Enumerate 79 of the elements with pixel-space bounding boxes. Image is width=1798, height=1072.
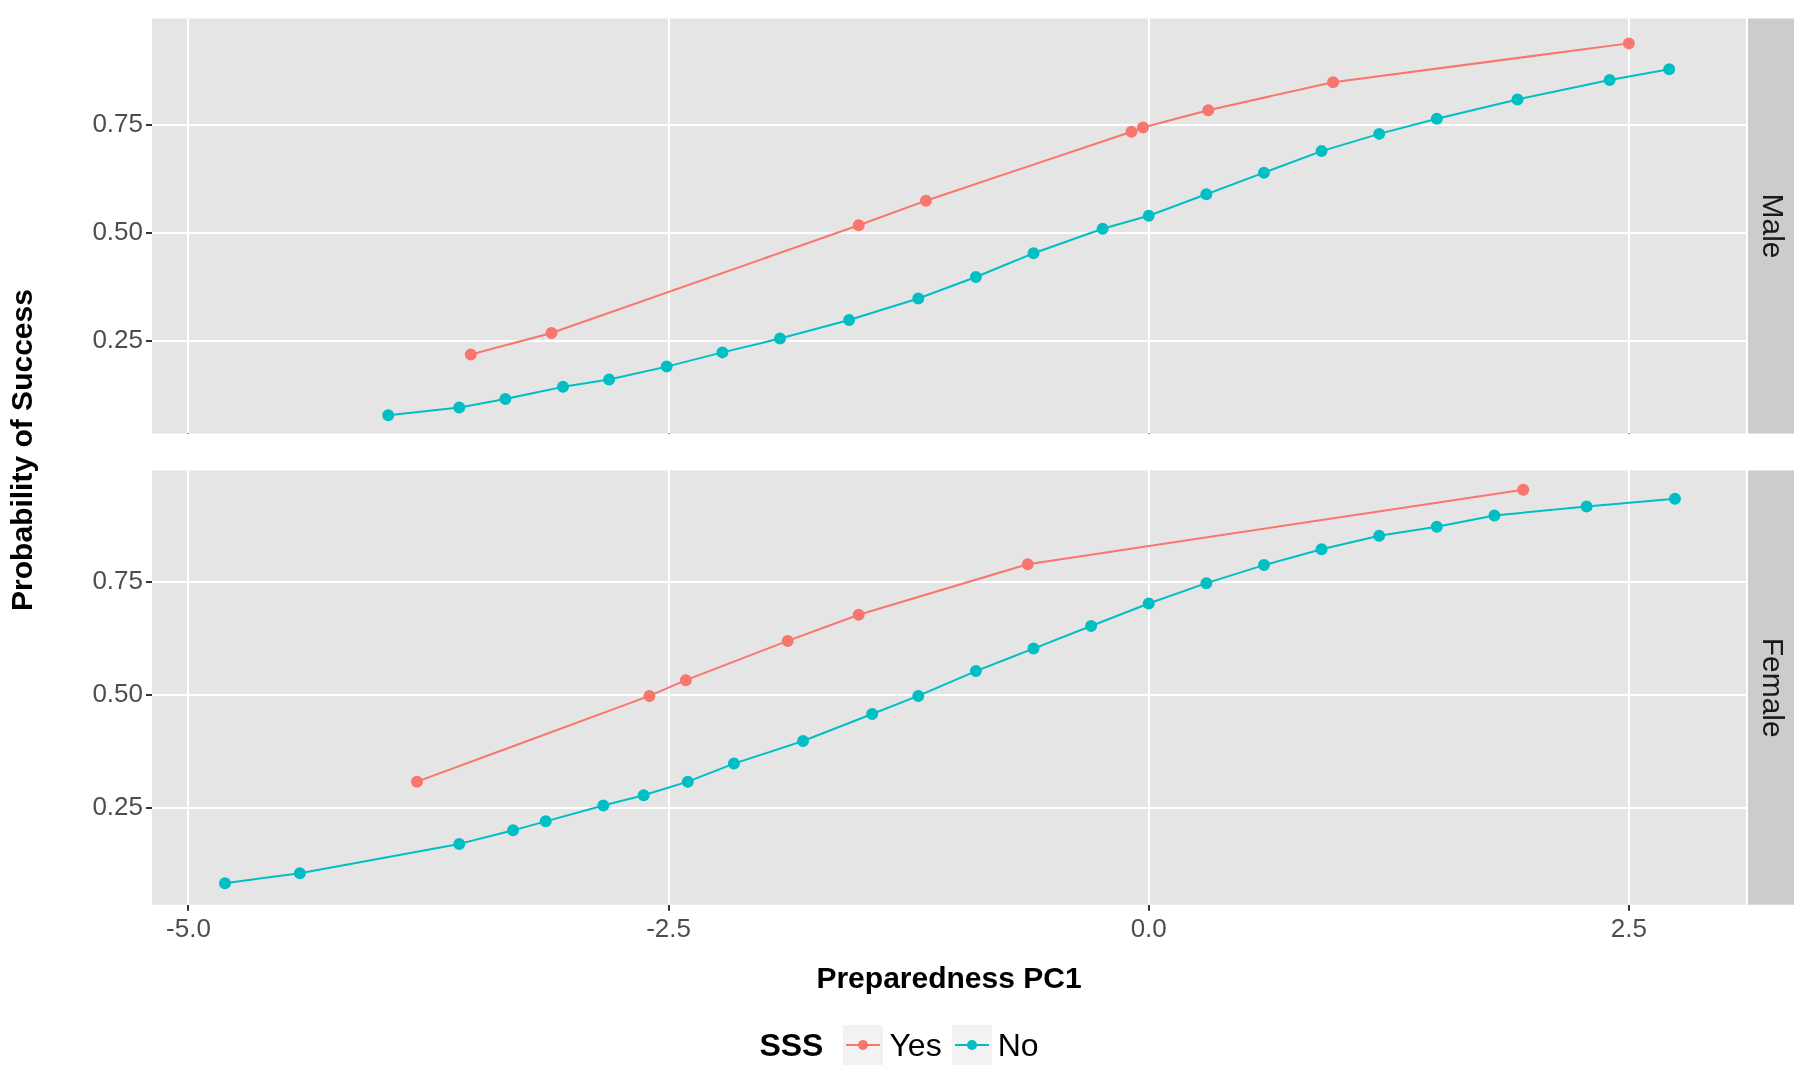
y-axis-title: Probability of Success: [5, 289, 39, 611]
point: [1511, 93, 1524, 106]
point: [453, 837, 466, 850]
legend-label: No: [997, 1026, 1039, 1064]
point: [912, 689, 925, 702]
x-tick-label: 0.0: [1130, 912, 1167, 943]
point: [1315, 543, 1328, 556]
point: [464, 348, 477, 361]
point: [774, 332, 786, 345]
point: [797, 735, 810, 748]
x-tick-label: 2.5: [1610, 912, 1647, 943]
point: [1373, 529, 1386, 542]
point: [218, 877, 231, 890]
point: [1085, 620, 1098, 633]
y-tick-label: 0.50: [92, 216, 143, 247]
point: [603, 373, 616, 386]
point: [866, 707, 879, 720]
point: [637, 789, 650, 802]
x-tick-label: -2.5: [646, 912, 692, 943]
point: [1327, 76, 1340, 89]
point: [1142, 209, 1155, 222]
y-tick-label: 0.25: [92, 790, 143, 821]
legend-title: SSS: [759, 1026, 824, 1064]
point: [1200, 577, 1213, 590]
point: [453, 401, 466, 414]
text: Male: [1756, 193, 1790, 259]
point: [716, 346, 729, 359]
point: [1517, 483, 1530, 496]
point: [545, 326, 558, 339]
point: [1430, 112, 1443, 125]
point: [843, 314, 856, 327]
y-tick-label: 0.75: [92, 565, 143, 596]
point: [539, 815, 552, 828]
point: [1668, 492, 1681, 505]
point: [1622, 37, 1635, 50]
point: [1136, 121, 1149, 134]
point: [411, 775, 424, 788]
x-tick-label: -5.0: [166, 912, 211, 943]
point: [852, 219, 865, 232]
point: [781, 634, 794, 647]
point: [293, 867, 306, 880]
point: [1603, 74, 1616, 87]
legend-label: Yes: [889, 1026, 942, 1064]
point: [1663, 63, 1676, 76]
point: [1430, 520, 1443, 533]
point: [852, 608, 865, 621]
point: [681, 775, 694, 788]
point: [919, 194, 932, 207]
point: [1580, 500, 1593, 513]
point: [1125, 125, 1138, 138]
point: [912, 292, 925, 305]
point: [660, 360, 673, 373]
point: [679, 674, 692, 687]
point: [1257, 559, 1270, 572]
point: [1021, 558, 1034, 571]
point: [1027, 247, 1040, 260]
point: [1373, 127, 1386, 140]
point: [1257, 166, 1270, 179]
text: Female: [1756, 637, 1790, 738]
point: [969, 270, 982, 283]
point: [1096, 222, 1109, 235]
point: [597, 799, 610, 812]
x-axis-title: Preparedness PC1: [816, 961, 1082, 995]
point: [1488, 509, 1501, 522]
point: [1200, 188, 1213, 201]
point: [382, 409, 395, 422]
point: [643, 689, 656, 702]
point: [507, 824, 520, 837]
y-tick-label: 0.75: [92, 108, 143, 139]
point: [1202, 104, 1215, 117]
point: [969, 665, 982, 678]
point: [1142, 597, 1155, 610]
point: [727, 757, 740, 770]
point: [556, 380, 569, 393]
point: [1315, 145, 1328, 158]
y-tick-label: 0.25: [92, 323, 143, 354]
point: [1027, 642, 1040, 655]
y-tick-label: 0.50: [92, 678, 143, 709]
point: [499, 392, 512, 405]
